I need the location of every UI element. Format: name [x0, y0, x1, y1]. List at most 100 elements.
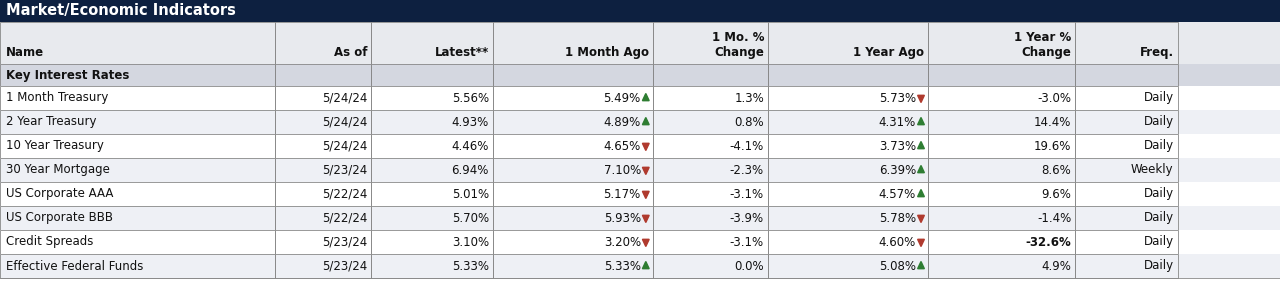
- Bar: [371, 64, 493, 86]
- Text: 4.46%: 4.46%: [452, 140, 489, 153]
- Bar: [928, 86, 1075, 110]
- Bar: [493, 86, 653, 110]
- Polygon shape: [643, 215, 649, 222]
- Bar: [493, 230, 653, 254]
- Text: 5.73%: 5.73%: [879, 91, 916, 104]
- Bar: [768, 64, 928, 86]
- Bar: [493, 158, 653, 182]
- Bar: [768, 182, 928, 206]
- Bar: [653, 254, 768, 278]
- Bar: [768, 134, 928, 158]
- Text: Effective Federal Funds: Effective Federal Funds: [6, 260, 143, 273]
- Text: Daily: Daily: [1143, 140, 1174, 153]
- Polygon shape: [918, 261, 924, 269]
- Text: 30 Year Mortgage: 30 Year Mortgage: [6, 164, 110, 177]
- Bar: [768, 254, 928, 278]
- Text: Credit Spreads: Credit Spreads: [6, 235, 93, 248]
- Bar: [0, 230, 1280, 254]
- Text: 4.89%: 4.89%: [604, 115, 641, 128]
- Bar: [653, 86, 768, 110]
- Bar: [275, 182, 371, 206]
- Bar: [0, 182, 275, 206]
- Polygon shape: [918, 95, 924, 102]
- Bar: [0, 0, 1280, 22]
- Bar: [928, 110, 1075, 134]
- Bar: [275, 134, 371, 158]
- Bar: [768, 22, 928, 64]
- Bar: [1075, 254, 1178, 278]
- Bar: [275, 230, 371, 254]
- Bar: [493, 110, 653, 134]
- Text: Name: Name: [6, 46, 44, 59]
- Text: Freq.: Freq.: [1139, 46, 1174, 59]
- Bar: [653, 206, 768, 230]
- Bar: [653, 110, 768, 134]
- Text: -4.1%: -4.1%: [730, 140, 764, 153]
- Text: -3.1%: -3.1%: [730, 188, 764, 200]
- Bar: [1075, 230, 1178, 254]
- Bar: [653, 230, 768, 254]
- Text: -3.1%: -3.1%: [730, 235, 764, 248]
- Text: US Corporate BBB: US Corporate BBB: [6, 211, 113, 224]
- Text: 5.33%: 5.33%: [604, 260, 641, 273]
- Bar: [371, 206, 493, 230]
- Text: 5/24/24: 5/24/24: [321, 140, 367, 153]
- Text: 5/23/24: 5/23/24: [323, 235, 367, 248]
- Text: 3.73%: 3.73%: [879, 140, 916, 153]
- Bar: [653, 134, 768, 158]
- Bar: [0, 134, 275, 158]
- Polygon shape: [918, 215, 924, 222]
- Text: Daily: Daily: [1143, 188, 1174, 200]
- Bar: [928, 254, 1075, 278]
- Bar: [928, 22, 1075, 64]
- Bar: [275, 22, 371, 64]
- Text: 5.56%: 5.56%: [452, 91, 489, 104]
- Text: Change: Change: [1021, 46, 1071, 59]
- Text: -1.4%: -1.4%: [1037, 211, 1071, 224]
- Text: 8.6%: 8.6%: [1042, 164, 1071, 177]
- Text: US Corporate AAA: US Corporate AAA: [6, 188, 114, 200]
- Text: Market/Economic Indicators: Market/Economic Indicators: [6, 3, 236, 18]
- Bar: [493, 182, 653, 206]
- Bar: [371, 158, 493, 182]
- Text: 1 Year Ago: 1 Year Ago: [852, 46, 924, 59]
- Text: Key Interest Rates: Key Interest Rates: [6, 68, 129, 82]
- Bar: [1075, 158, 1178, 182]
- Text: 4.9%: 4.9%: [1042, 260, 1071, 273]
- Text: Daily: Daily: [1143, 91, 1174, 104]
- Bar: [493, 206, 653, 230]
- Bar: [371, 134, 493, 158]
- Bar: [768, 110, 928, 134]
- Text: 5.49%: 5.49%: [604, 91, 641, 104]
- Bar: [928, 206, 1075, 230]
- Bar: [0, 182, 1280, 206]
- Polygon shape: [643, 239, 649, 246]
- Polygon shape: [643, 261, 649, 269]
- Bar: [371, 230, 493, 254]
- Bar: [0, 206, 275, 230]
- Bar: [0, 230, 275, 254]
- Bar: [1075, 64, 1178, 86]
- Text: 9.6%: 9.6%: [1042, 188, 1071, 200]
- Bar: [768, 230, 928, 254]
- Text: 5/23/24: 5/23/24: [323, 164, 367, 177]
- Text: 0.0%: 0.0%: [735, 260, 764, 273]
- Text: 4.93%: 4.93%: [452, 115, 489, 128]
- Bar: [0, 110, 1280, 134]
- Bar: [371, 22, 493, 64]
- Text: 10 Year Treasury: 10 Year Treasury: [6, 140, 104, 153]
- Text: 3.20%: 3.20%: [604, 235, 641, 248]
- Bar: [0, 64, 1280, 86]
- Bar: [1075, 86, 1178, 110]
- Text: 1.3%: 1.3%: [735, 91, 764, 104]
- Text: 7.10%: 7.10%: [604, 164, 641, 177]
- Polygon shape: [643, 143, 649, 151]
- Text: 4.65%: 4.65%: [604, 140, 641, 153]
- Bar: [275, 110, 371, 134]
- Text: As of: As of: [334, 46, 367, 59]
- Bar: [0, 22, 275, 64]
- Bar: [371, 254, 493, 278]
- Text: Weekly: Weekly: [1132, 164, 1174, 177]
- Bar: [275, 64, 371, 86]
- Bar: [493, 134, 653, 158]
